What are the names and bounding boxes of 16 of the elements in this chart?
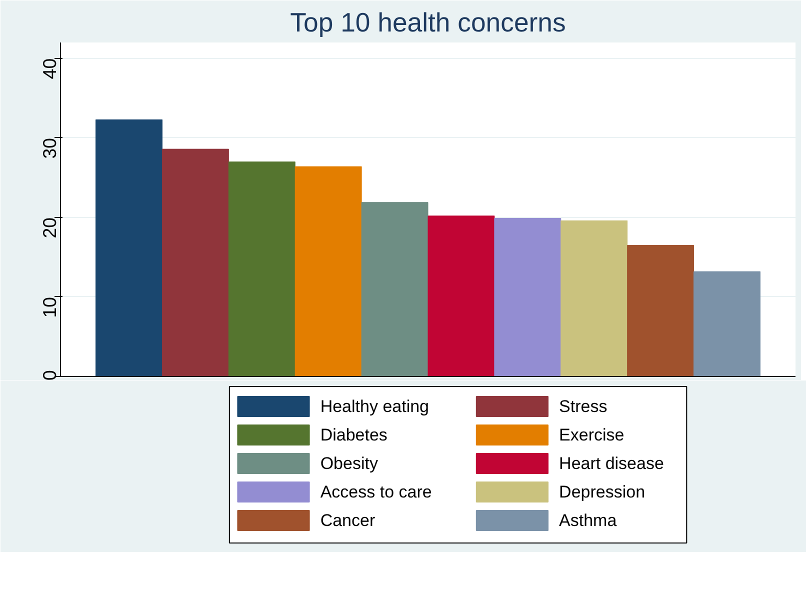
legend-label: Depression	[559, 482, 646, 502]
legend-label: Exercise	[559, 426, 624, 444]
y-tick-label: 20	[39, 217, 60, 238]
legend-label: Cancer	[320, 511, 376, 530]
y-tick-label: 30	[39, 138, 60, 159]
legend-label: Heart disease	[559, 454, 664, 473]
legend-label: Diabetes	[320, 426, 388, 444]
legend-label: Obesity	[320, 454, 378, 473]
legend-label: Asthma	[559, 511, 618, 530]
legend-label: Healthy eating	[320, 397, 430, 416]
legend-label: Access to care	[320, 482, 432, 502]
y-tick-label: 40	[39, 58, 60, 80]
y-tick-label: 10	[39, 296, 60, 318]
y-tick-label: 0	[39, 370, 60, 380]
legend-label: Stress	[559, 397, 608, 416]
chart-title: Top 10 health concerns	[290, 8, 566, 38]
